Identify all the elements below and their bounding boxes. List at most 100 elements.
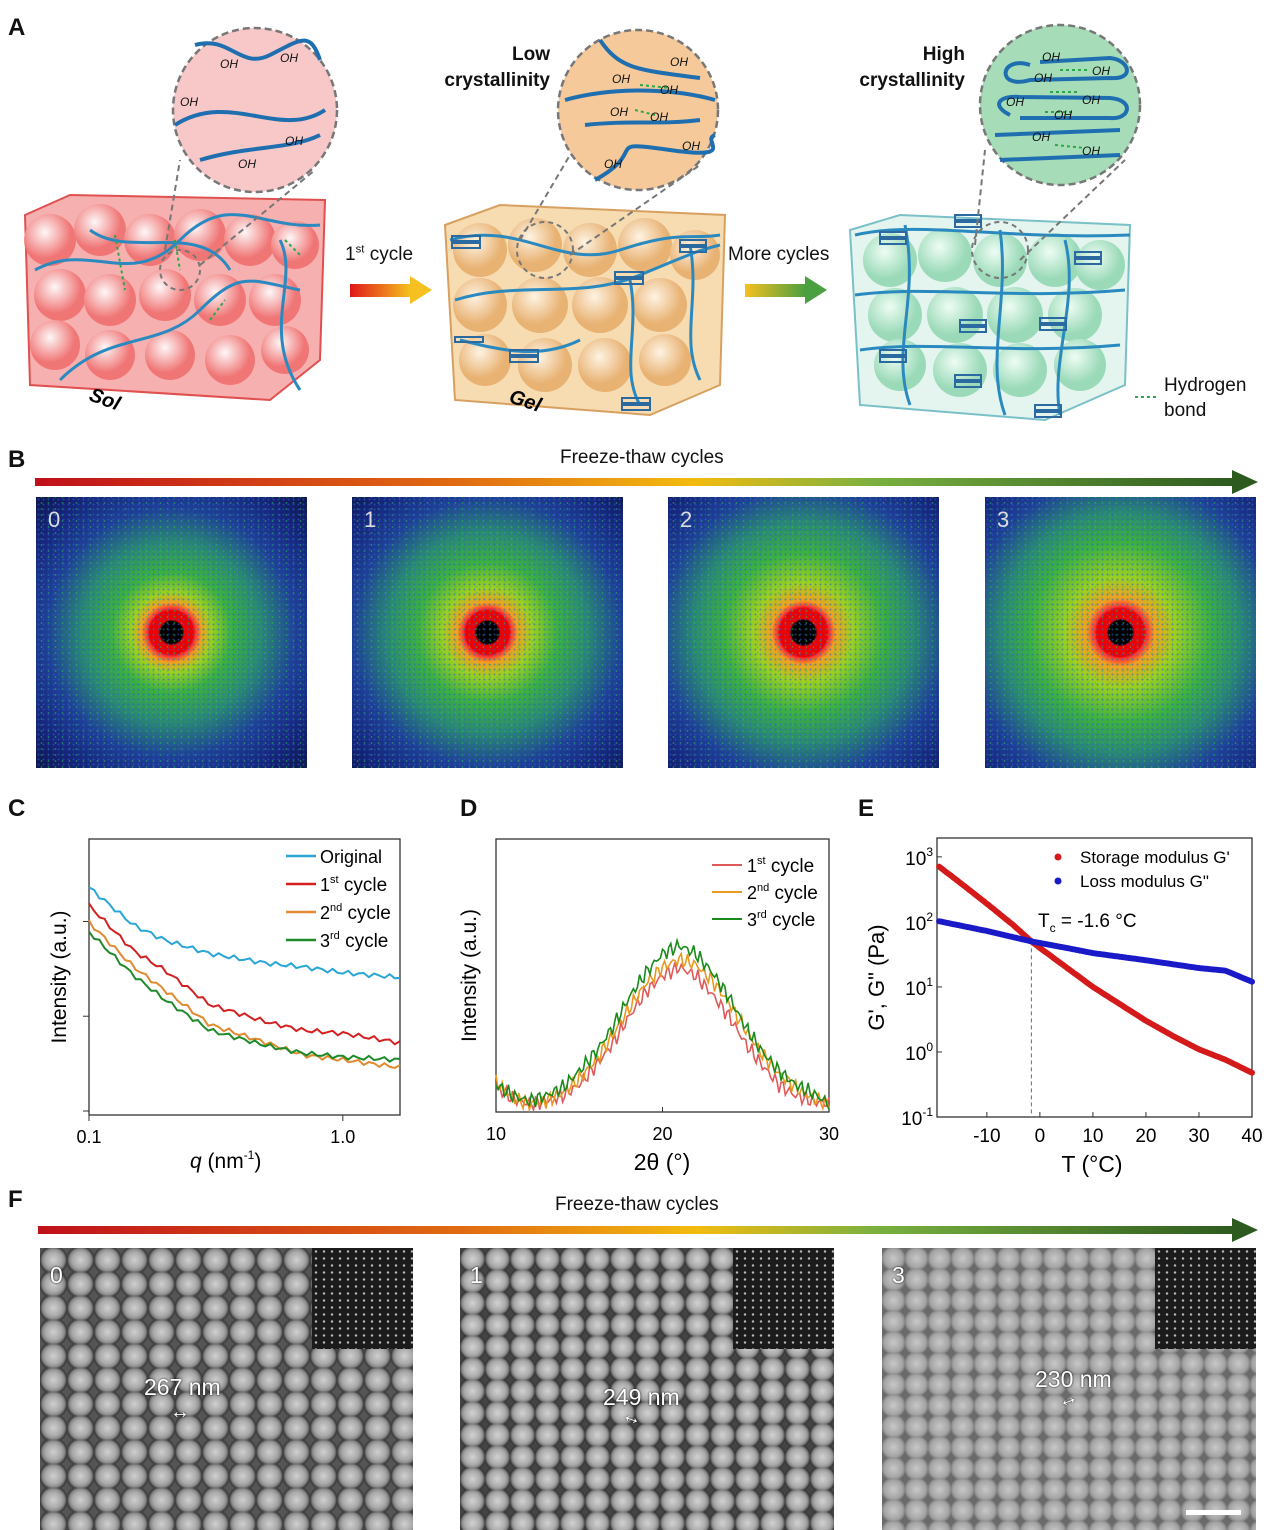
svg-text:OH: OH bbox=[682, 139, 700, 153]
chart-c-xtick-label: 0.1 bbox=[76, 1127, 101, 1147]
chart-d-legend-label: 2nd cycle bbox=[747, 882, 818, 904]
high-crystallinity-label: High crystallinity bbox=[859, 44, 965, 91]
sol-zoom-circle bbox=[171, 26, 339, 194]
chart-d-ylabel: Intensity (a.u.) bbox=[458, 909, 481, 1042]
svg-text:OH: OH bbox=[1092, 64, 1110, 78]
chart-c-xlabel: q (nm-1) bbox=[190, 1148, 261, 1173]
chart-c-series-3 bbox=[88, 930, 401, 1063]
chart-c-legend-label: 2nd cycle bbox=[320, 902, 391, 924]
panel-label-d: D bbox=[460, 795, 478, 822]
panel-label-a: A bbox=[8, 14, 26, 41]
chart-e-xtick-label: -10 bbox=[973, 1126, 1000, 1147]
chart-d-legend-label: 1st cycle bbox=[747, 855, 814, 877]
panel-label-f: F bbox=[8, 1186, 23, 1213]
chart-c-series-2 bbox=[88, 919, 401, 1069]
more-cycles-label: More cycles bbox=[728, 244, 830, 265]
chart-e-xtick-label: 20 bbox=[1135, 1126, 1156, 1147]
svg-text:OH: OH bbox=[1042, 50, 1060, 64]
svg-text:OH: OH bbox=[1006, 95, 1024, 109]
panel-label-c: C bbox=[8, 795, 26, 822]
low-crystallinity-label: Low crystallinity bbox=[444, 44, 550, 91]
freeze-thaw-gradient-arrow-f bbox=[38, 1226, 1236, 1234]
chart-e-legend-label: Storage modulus G' bbox=[1080, 848, 1230, 867]
chart-e-ytick-label: 10-1 bbox=[901, 1105, 933, 1130]
saxs-image-3: 3 bbox=[985, 497, 1256, 768]
scale-bar bbox=[1186, 1510, 1241, 1515]
chart-e-series-1 bbox=[936, 918, 1255, 985]
more-cycles-arrow bbox=[745, 284, 805, 297]
chart-e-ytick-label: 101 bbox=[905, 975, 933, 1000]
svg-text:OH: OH bbox=[610, 105, 628, 119]
svg-text:OH: OH bbox=[612, 72, 630, 86]
chart-e-ytick-label: 102 bbox=[905, 910, 933, 935]
svg-text:OH: OH bbox=[285, 134, 303, 148]
svg-text:OH: OH bbox=[238, 157, 256, 171]
chart-d-series-0 bbox=[495, 962, 830, 1114]
svg-text:OH: OH bbox=[650, 110, 668, 124]
chart-e-point bbox=[1249, 1069, 1255, 1076]
svg-text:OH: OH bbox=[1082, 93, 1100, 107]
chart-e-annotation: Tc = -1.6 °C bbox=[1038, 911, 1137, 935]
freeze-thaw-gradient-arrow bbox=[35, 478, 1235, 486]
chart-e-legend-marker bbox=[1054, 877, 1062, 885]
chart-e-point bbox=[1249, 978, 1255, 985]
arrowhead-icon bbox=[1232, 470, 1258, 494]
chart-d-xtick-label: 20 bbox=[652, 1124, 672, 1144]
high-crystallinity-box bbox=[848, 213, 1132, 422]
oh-groups: OH OH OH OH OH OH OH OH OH OH OH OH OH OH OH OH… bbox=[180, 50, 1110, 171]
chart-e-xtick-label: 10 bbox=[1082, 1126, 1103, 1147]
chart-e-ytick-label: 100 bbox=[905, 1040, 933, 1065]
gel-box bbox=[443, 203, 727, 417]
saxs-image-2: 2 bbox=[668, 497, 939, 768]
charts: 0.1 1.0 Original 1st cycle 2nd cycle 3rd cycl… bbox=[48, 837, 1263, 1177]
sol-box bbox=[23, 193, 327, 402]
chart-e-xtick-label: 40 bbox=[1241, 1126, 1262, 1147]
fft-inset bbox=[312, 1248, 413, 1349]
svg-text:OH: OH bbox=[1054, 108, 1072, 122]
saxs-image-1: 1 bbox=[352, 497, 623, 768]
svg-text:OH: OH bbox=[180, 95, 198, 109]
chart-e-ylabel: G', G" (Pa) bbox=[864, 924, 889, 1030]
chart-c-legend-label: 1st cycle bbox=[320, 874, 387, 896]
chart-d-xlabel: 2θ (°) bbox=[634, 1149, 691, 1175]
chart-d-series-2 bbox=[495, 937, 830, 1110]
chart-c-frame bbox=[88, 838, 401, 1116]
sem-image-0: 0 267 nm ↔ bbox=[40, 1248, 413, 1530]
sem-image-3: 3 230 nm ↔ bbox=[882, 1248, 1256, 1530]
chart-e-frame bbox=[936, 837, 1253, 1118]
chart-d-xtick-label: 30 bbox=[819, 1124, 839, 1144]
fft-inset bbox=[1155, 1248, 1256, 1349]
svg-text:OH: OH bbox=[1082, 144, 1100, 158]
panel-label-b: B bbox=[8, 446, 26, 473]
hydrogen-bond-legend-label: Hydrogen bond bbox=[1164, 375, 1247, 421]
svg-text:OH: OH bbox=[280, 51, 298, 65]
double-arrow-icon: ↔ bbox=[170, 1401, 190, 1423]
chart-c-xtick-label: 1.0 bbox=[330, 1127, 355, 1147]
chart-e-legend-marker bbox=[1054, 853, 1062, 861]
saxs-image-0: 0 bbox=[36, 497, 307, 768]
first-cycle-label: 1st cycle bbox=[345, 243, 414, 265]
panel-label-e: E bbox=[858, 795, 875, 822]
chart-c-legend-label: Original bbox=[320, 847, 382, 867]
svg-text:OH: OH bbox=[220, 57, 238, 71]
sem-image-1: 1 249 nm ↔ bbox=[460, 1248, 834, 1530]
svg-text:OH: OH bbox=[1032, 130, 1050, 144]
arrowhead-icon bbox=[1232, 1218, 1258, 1242]
chart-c-series-0 bbox=[88, 886, 401, 980]
svg-text:OH: OH bbox=[1034, 71, 1052, 85]
chart-c-ylabel: Intensity (a.u.) bbox=[48, 910, 71, 1043]
chart-e-xlabel: T (°C) bbox=[1061, 1151, 1122, 1177]
schematic-diagram: OH OH OH OH OH OH OH OH OH OH OH OH OH OH OH OH… bbox=[23, 23, 1158, 422]
fft-inset bbox=[733, 1248, 834, 1349]
first-cycle-arrow bbox=[350, 284, 410, 297]
svg-text:OH: OH bbox=[670, 55, 688, 69]
chart-d-xtick-label: 10 bbox=[486, 1124, 506, 1144]
chart-c-legend-label: 3rd cycle bbox=[320, 930, 388, 952]
saxs-title: Freeze-thaw cycles bbox=[560, 447, 724, 468]
chart-e-xtick-label: 0 bbox=[1035, 1126, 1046, 1147]
chart-e-xtick-label: 30 bbox=[1188, 1126, 1209, 1147]
sem-title: Freeze-thaw cycles bbox=[555, 1194, 719, 1215]
chart-e-ytick-label: 103 bbox=[905, 845, 933, 870]
chart-e-legend-label: Loss modulus G" bbox=[1080, 872, 1209, 891]
svg-text:OH: OH bbox=[604, 157, 622, 171]
